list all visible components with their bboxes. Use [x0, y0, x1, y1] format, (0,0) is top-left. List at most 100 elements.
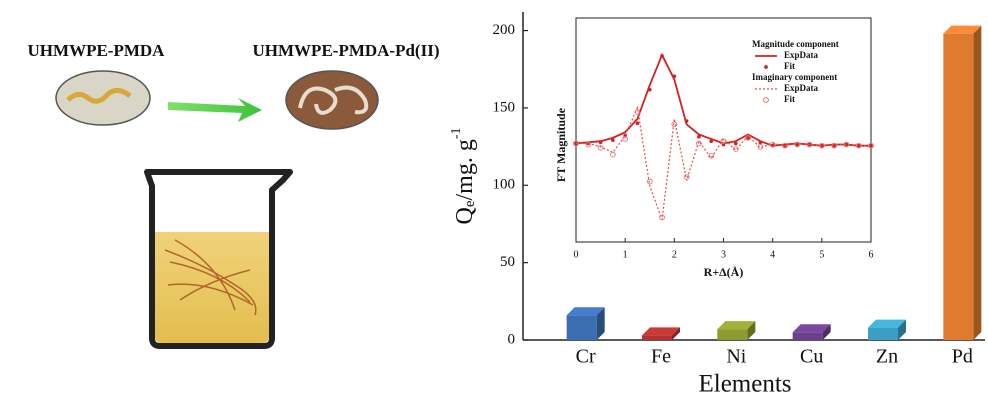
legend-heading: Imaginary component	[752, 72, 837, 82]
y-axis-label-part: Q	[452, 207, 478, 224]
sample-label: UHMWPE-PMDA-Pd(II)	[253, 41, 440, 60]
legend-label: ExpData	[784, 83, 819, 93]
illustration: UHMWPE-PMDA UHMWPE-PMDA-Pd(II)	[28, 41, 440, 349]
legend-swatch	[764, 65, 768, 69]
series-point	[647, 87, 652, 92]
series-point	[869, 143, 873, 148]
series-point	[671, 121, 678, 128]
y-axis-label-part: -1	[449, 127, 464, 139]
fibers	[164, 239, 257, 316]
x-tick-label: Ni	[726, 346, 746, 368]
bar-top	[642, 327, 680, 336]
legend-swatch	[763, 97, 769, 103]
y-tick-label: 200	[493, 22, 516, 38]
x-tick-label: 4	[770, 249, 775, 260]
x-tick-label: 6	[869, 249, 874, 260]
series-point	[769, 141, 776, 148]
bar	[642, 335, 672, 340]
series-point	[611, 138, 615, 142]
x-tick-label: 5	[819, 249, 824, 260]
series-point	[733, 141, 738, 146]
bar	[566, 315, 597, 340]
y-axis-label: FT Magnitude	[554, 107, 568, 182]
bar-side	[747, 321, 756, 340]
series-point	[758, 140, 763, 145]
bar-top	[566, 307, 605, 316]
series-point	[757, 143, 764, 150]
bar-top	[792, 324, 831, 333]
series-point	[806, 141, 813, 148]
series-point	[622, 136, 629, 142]
x-axis-label: R+Δ(Å)	[704, 265, 744, 279]
y-axis-label-part: /mg. g	[452, 139, 478, 200]
series-point	[659, 214, 665, 221]
series-point	[598, 140, 603, 145]
x-tick-label: 0	[574, 249, 579, 260]
legend-label: Fit	[784, 94, 795, 104]
bar-side	[822, 324, 831, 340]
bar-top	[943, 25, 982, 34]
series-point	[709, 139, 714, 144]
legend-label: Fit	[784, 61, 795, 71]
bar	[868, 327, 898, 340]
legend-heading: Magnitude component	[752, 39, 839, 49]
bar	[717, 329, 748, 340]
y-tick-label: 100	[493, 177, 516, 193]
fiber	[66, 88, 132, 104]
x-tick-label: Fe	[651, 346, 671, 368]
series-point	[610, 151, 616, 158]
bar	[943, 33, 974, 341]
bar-side	[898, 319, 906, 340]
bar-side	[596, 307, 605, 340]
series-point	[585, 141, 592, 148]
series-point	[868, 142, 874, 149]
x-tick-label: Pd	[952, 346, 973, 368]
series-point	[708, 152, 715, 159]
bar-side	[973, 25, 982, 341]
bar-side	[672, 327, 680, 340]
series-point	[573, 140, 579, 147]
x-tick-label: 1	[623, 249, 628, 260]
y-tick-label: 150	[493, 99, 516, 115]
x-axis-label: Elements	[698, 371, 791, 398]
x-tick-label: Zn	[876, 346, 898, 368]
series-point	[634, 109, 641, 115]
x-tick-label: Cu	[800, 346, 823, 368]
series-point	[660, 54, 664, 58]
series-point	[684, 119, 689, 123]
series-point	[597, 145, 604, 151]
inset-frame	[575, 17, 872, 243]
fiber	[298, 85, 369, 115]
series-point	[672, 74, 677, 79]
series-point	[683, 174, 690, 180]
series-point	[843, 141, 850, 148]
y-axis-label: Qe/mg. g-1	[449, 127, 478, 224]
bar	[792, 332, 823, 340]
series-point	[855, 142, 862, 149]
series-point	[818, 142, 825, 149]
y-axis-label-part: e	[462, 200, 478, 207]
series-point	[732, 146, 739, 152]
series-point	[696, 140, 702, 147]
series-point	[635, 121, 640, 126]
bar-top	[868, 319, 906, 328]
series-point	[646, 178, 653, 185]
bar-top	[717, 321, 756, 330]
sample-photo	[285, 70, 379, 130]
series-point	[831, 142, 837, 149]
series-point	[782, 142, 788, 149]
x-tick-label: Cr	[576, 346, 596, 368]
x-tick-label: 2	[672, 249, 677, 260]
series-point	[697, 134, 701, 139]
legend-label: ExpData	[784, 50, 819, 60]
arrow	[168, 98, 262, 122]
y-tick-label: 0	[508, 331, 516, 347]
series-point	[745, 134, 751, 141]
sample-label: UHMWPE-PMDA	[28, 41, 166, 60]
x-tick-label: 3	[721, 249, 726, 260]
series-point	[720, 138, 727, 145]
series-point	[794, 141, 801, 148]
y-tick-label: 50	[500, 254, 515, 270]
